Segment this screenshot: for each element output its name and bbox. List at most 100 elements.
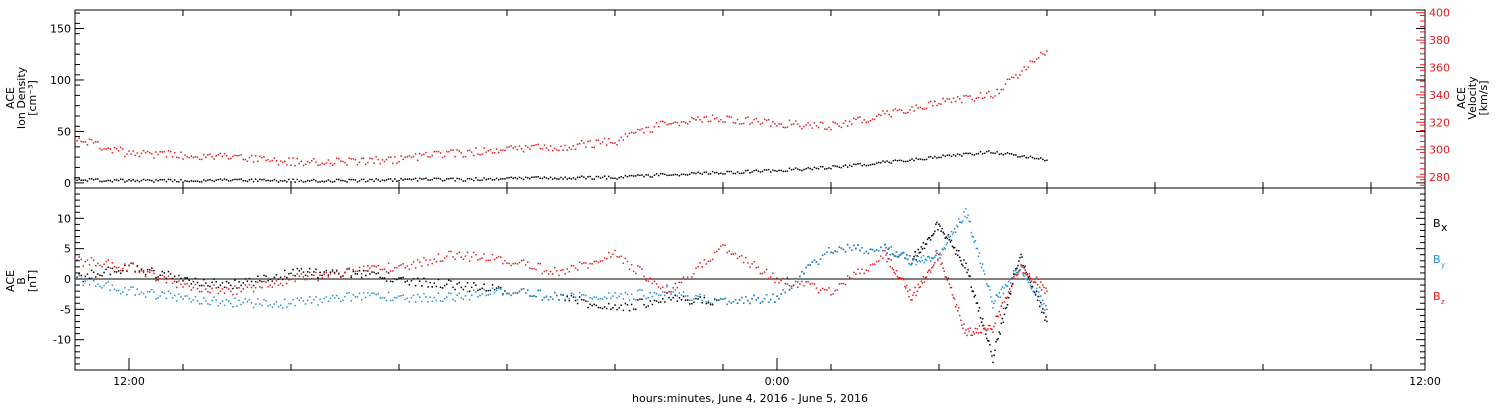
data-point xyxy=(716,117,718,119)
data-point xyxy=(923,247,926,250)
data-point xyxy=(302,164,305,167)
data-point xyxy=(859,116,861,118)
data-point xyxy=(103,180,105,182)
data-point xyxy=(909,289,911,291)
data-point xyxy=(875,260,878,263)
data-point xyxy=(614,142,616,144)
data-point xyxy=(929,100,932,103)
data-point xyxy=(968,220,970,223)
data-point xyxy=(84,141,87,143)
data-point xyxy=(541,148,544,150)
data-point xyxy=(549,296,552,298)
data-point xyxy=(887,248,889,250)
data-point xyxy=(878,113,880,116)
data-point xyxy=(949,235,952,237)
data-point xyxy=(875,249,878,251)
data-point xyxy=(1028,275,1031,278)
data-point xyxy=(151,289,153,291)
data-point xyxy=(427,286,429,288)
top-left-tick-label: 100 xyxy=(50,74,71,87)
data-point xyxy=(111,151,114,154)
data-point xyxy=(159,178,161,181)
data-point xyxy=(558,274,560,277)
data-point xyxy=(998,153,1000,156)
data-point xyxy=(624,133,627,135)
data-point xyxy=(597,261,600,264)
data-point xyxy=(1027,66,1030,68)
data-point xyxy=(943,270,945,273)
data-point xyxy=(375,178,377,180)
data-point xyxy=(711,258,714,261)
data-point xyxy=(387,178,390,180)
data-point xyxy=(657,301,660,304)
data-point xyxy=(198,158,201,161)
data-point xyxy=(74,177,76,180)
data-point xyxy=(236,155,238,157)
data-point xyxy=(643,175,645,178)
data-point xyxy=(315,296,317,298)
data-point xyxy=(454,300,456,302)
data-point xyxy=(840,126,843,129)
data-point xyxy=(529,295,531,297)
data-point xyxy=(153,157,155,159)
data-point xyxy=(167,178,170,181)
data-point xyxy=(942,267,944,270)
data-point xyxy=(659,287,662,290)
data-point xyxy=(614,177,616,180)
data-point xyxy=(462,298,465,301)
data-point xyxy=(238,280,240,283)
data-point xyxy=(934,261,936,264)
data-point xyxy=(153,272,155,275)
data-point xyxy=(396,162,398,164)
data-point xyxy=(238,154,240,157)
data-point xyxy=(1035,290,1038,292)
data-point xyxy=(173,179,176,181)
bottom-left-axis-label-line3: [nT] xyxy=(26,270,39,292)
data-point xyxy=(352,294,355,296)
data-point xyxy=(749,123,751,125)
data-point xyxy=(232,306,234,308)
data-point xyxy=(682,120,685,123)
data-point xyxy=(867,269,870,272)
data-point xyxy=(942,231,944,234)
data-point xyxy=(772,293,774,296)
data-point xyxy=(86,180,89,182)
data-point xyxy=(371,178,373,181)
data-point xyxy=(585,300,587,302)
data-point xyxy=(987,285,989,287)
data-point xyxy=(454,155,456,158)
data-point xyxy=(641,128,643,130)
data-point xyxy=(676,300,679,302)
data-point xyxy=(1015,268,1017,270)
data-point xyxy=(637,289,639,292)
data-point xyxy=(497,286,500,288)
data-point xyxy=(1046,159,1048,161)
data-point xyxy=(443,155,446,158)
data-point xyxy=(240,178,242,180)
data-point xyxy=(304,180,307,183)
data-point xyxy=(140,269,143,272)
data-point xyxy=(944,100,946,103)
data-point xyxy=(630,174,633,177)
data-point xyxy=(537,176,539,178)
top-right-tick-label: 400 xyxy=(1429,7,1450,20)
data-point xyxy=(589,303,591,306)
data-point xyxy=(1034,292,1037,294)
data-point xyxy=(1011,283,1014,286)
data-point xyxy=(439,286,442,289)
data-point xyxy=(953,228,956,230)
data-point xyxy=(151,269,153,272)
data-point xyxy=(929,239,932,241)
data-point xyxy=(1032,290,1035,293)
data-point xyxy=(991,355,993,357)
data-point xyxy=(865,250,868,253)
data-point xyxy=(1003,301,1006,303)
data-point xyxy=(994,95,996,97)
data-point xyxy=(383,160,386,163)
data-point xyxy=(105,260,107,263)
data-point xyxy=(788,119,791,122)
data-point xyxy=(620,293,622,295)
data-point xyxy=(506,292,508,295)
data-point xyxy=(892,159,895,162)
data-point xyxy=(846,125,849,127)
